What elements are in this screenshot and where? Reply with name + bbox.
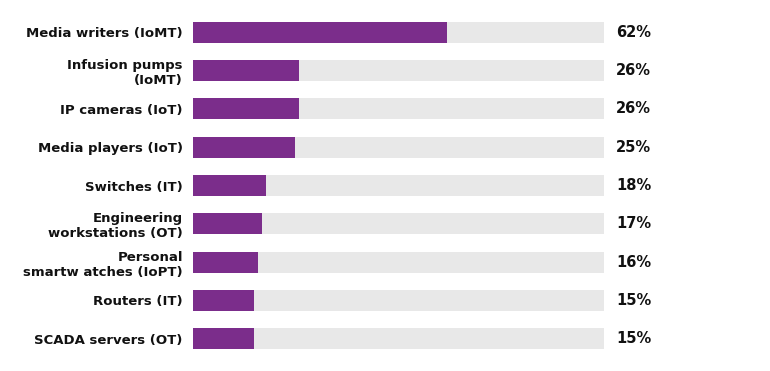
Text: 62%: 62% [616, 25, 651, 40]
Text: 18%: 18% [616, 178, 651, 193]
Bar [192, 175, 604, 196]
Bar [192, 22, 447, 43]
Bar [192, 290, 604, 311]
Text: 17%: 17% [616, 216, 651, 232]
Bar [192, 328, 254, 349]
Bar [192, 137, 295, 158]
Bar [192, 213, 263, 234]
Bar [192, 328, 604, 349]
Bar [192, 175, 266, 196]
Text: 26%: 26% [616, 101, 651, 116]
Bar [192, 98, 604, 119]
Text: 16%: 16% [616, 255, 651, 270]
Bar [192, 22, 604, 43]
Text: 25%: 25% [616, 139, 651, 155]
Bar [192, 252, 604, 273]
Text: 15%: 15% [616, 331, 651, 346]
Bar [192, 290, 254, 311]
Bar [192, 98, 300, 119]
Text: 26%: 26% [616, 63, 651, 78]
Bar [192, 60, 300, 81]
Bar [192, 137, 604, 158]
Bar [192, 213, 604, 234]
Bar [192, 60, 604, 81]
Text: 15%: 15% [616, 293, 651, 308]
Bar [192, 252, 258, 273]
